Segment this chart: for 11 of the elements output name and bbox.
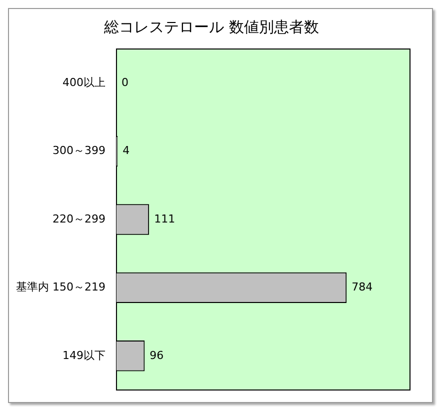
y-tick-label: 300～399 <box>52 144 106 158</box>
data-label: 111 <box>154 212 176 226</box>
y-tick-label: 149以下 <box>62 348 106 362</box>
y-tick-label: 基準内 150～219 <box>16 280 106 294</box>
data-label: 96 <box>150 348 164 362</box>
y-tick-label: 220～299 <box>52 212 106 226</box>
data-label: 4 <box>122 144 130 158</box>
y-tick-label: 400以上 <box>62 76 106 89</box>
data-label: 784 <box>352 280 373 294</box>
chart-title: 総コレステロール 数値別患者数 <box>103 18 319 36</box>
data-label: 0 <box>121 76 128 89</box>
